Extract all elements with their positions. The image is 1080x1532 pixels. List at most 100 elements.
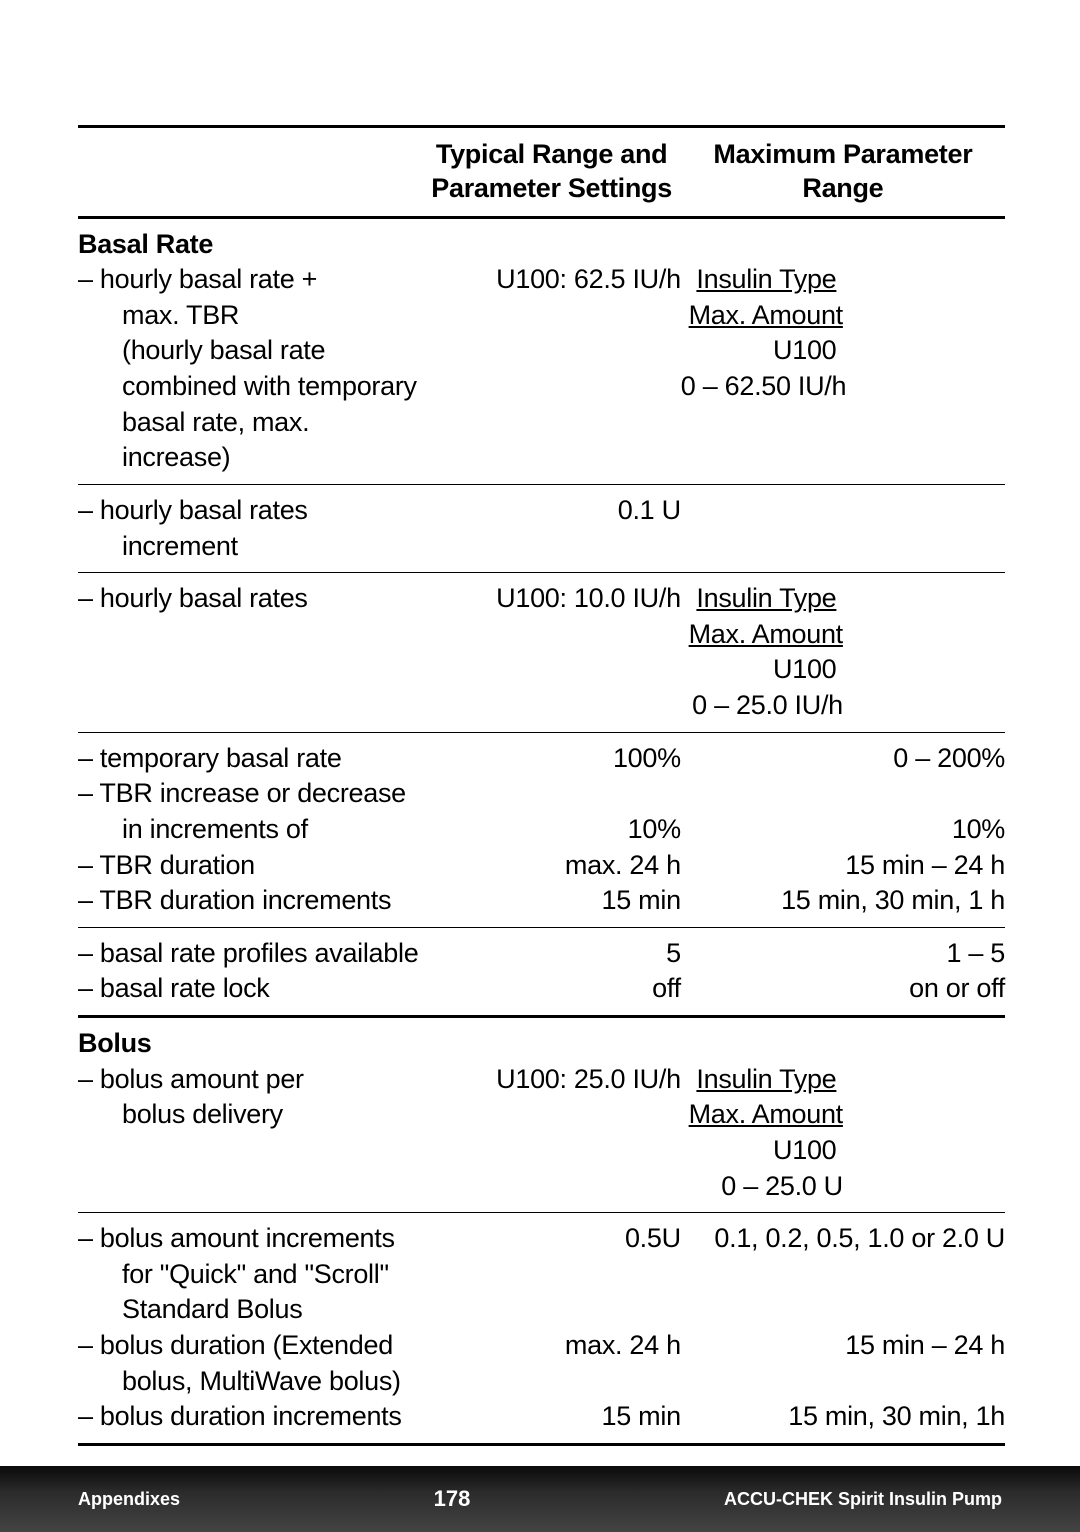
basal-r5-tbl: – basal rate profiles available – basal … xyxy=(78,928,1005,1015)
bolus-r2-p2: for "Quick" and "Scroll" xyxy=(78,1257,422,1293)
basal-r4-tbl: – temporary basal rate – TBR increase or… xyxy=(78,733,1005,927)
basal-r1-typ-val: U100: 62.5 IU/h xyxy=(496,264,681,294)
basal-r5-t2: off xyxy=(652,973,681,1003)
spec-table: Typical Range and Parameter Settings Max… xyxy=(78,128,1005,216)
basal-r4-m3: 10% xyxy=(681,812,1005,848)
bolus-r2-max: 0.1, 0.2, 0.5, 1.0 or 2.0 U 15 min – 24 … xyxy=(681,1213,1005,1443)
basal-r1-p1: – hourly basal rate + xyxy=(78,264,317,294)
basal-r1-p4: combined with temporary xyxy=(78,369,422,405)
bolus-r2-p5: bolus, MultiWave bolus) xyxy=(78,1364,422,1400)
bolus-r1-param: Bolus – bolus amount per bolus delivery xyxy=(78,1018,422,1212)
basal-r4-p5: – TBR duration increments xyxy=(78,885,391,915)
bolus-r1-mvr: 0 – 25.0 U xyxy=(681,1169,843,1205)
bolus-r1-max: Insulin Type Max. Amount U100 0 – 25.0 U xyxy=(681,1018,1005,1212)
basal-r5-max: 1 – 5 on or off xyxy=(681,928,1005,1015)
bolus-r1-typ: U100: 25.0 IU/h xyxy=(422,1018,680,1212)
bolus-r1-mvl: U100 xyxy=(681,1133,837,1169)
bolus-r1: Bolus – bolus amount per bolus delivery … xyxy=(78,1018,1005,1212)
bolus-r2-param: – bolus amount increments for "Quick" an… xyxy=(78,1213,422,1443)
basal-r1-mvr: 0 – 62.50 IU/h xyxy=(681,369,843,405)
basal-r3-typ: U100: 10.0 IU/h xyxy=(422,573,680,732)
basal-r4-p2: – TBR increase or decrease xyxy=(78,778,406,808)
bolus-r2-t1: 0.5U xyxy=(625,1223,681,1253)
basal-r3-mvr: 0 – 25.0 IU/h xyxy=(681,688,843,724)
basal-r1-mlr: Max. Amount xyxy=(681,298,843,334)
basal-r5-typ: 5 off xyxy=(422,928,680,1015)
basal-r1-mvl: U100 xyxy=(681,333,837,369)
bolus-r1-p1: – bolus amount per xyxy=(78,1064,304,1094)
basal-r3-mlr: Max. Amount xyxy=(681,617,843,653)
header-max-l2: Range xyxy=(802,173,883,203)
page-content: Typical Range and Parameter Settings Max… xyxy=(0,0,1080,1446)
header-typical: Typical Range and Parameter Settings xyxy=(422,128,680,216)
bolus-r1-typ-val: U100: 25.0 IU/h xyxy=(496,1064,681,1094)
header-typical-l1: Typical Range and xyxy=(436,139,667,169)
basal-r3-max: Insulin Type Max. Amount U100 0 – 25.0 I… xyxy=(681,573,1005,732)
footer-right: ACCU-CHEK Spirit Insulin Pump xyxy=(724,1489,1002,1510)
bolus-r2-m4: 15 min – 24 h xyxy=(681,1328,1005,1364)
bolus-r2-p1: – bolus amount increments xyxy=(78,1223,395,1253)
bolus-r2-p4: – bolus duration (Extended xyxy=(78,1330,393,1360)
basal-r2-max xyxy=(681,485,1005,572)
basal-r5-p1: – basal rate profiles available xyxy=(78,938,418,968)
bolus-r1-p2: bolus delivery xyxy=(78,1097,422,1133)
header-typical-l2: Parameter Settings xyxy=(431,173,672,203)
basal-r3-tbl: – hourly basal rates U100: 10.0 IU/h Ins… xyxy=(78,573,1005,732)
basal-r4-max: 0 – 200% 10% 15 min – 24 h 15 min, 30 mi… xyxy=(681,733,1005,927)
bolus-r2-typ: 0.5U max. 24 h 15 min xyxy=(422,1213,680,1443)
basal-r1-typ: U100: 62.5 IU/h xyxy=(422,219,680,484)
basal-r3-mll: Insulin Type xyxy=(681,581,837,617)
basal-r4-param: – temporary basal rate – TBR increase or… xyxy=(78,733,422,927)
basal-r2-tbl: – hourly basal rates increment 0.1 U xyxy=(78,485,1005,572)
basal-r4-t5: 15 min xyxy=(602,885,681,915)
basal-r2-typ: 0.1 U xyxy=(422,485,680,572)
bolus-r2-m6: 15 min, 30 min, 1h xyxy=(681,1399,1005,1435)
basal-r1-param: Basal Rate – hourly basal rate + max. TB… xyxy=(78,219,422,484)
basal-r3-p1: – hourly basal rates xyxy=(78,583,308,613)
basal-r4-p1: – temporary basal rate xyxy=(78,743,342,773)
basal-r2-p1: – hourly basal rates xyxy=(78,495,308,525)
basal-r3-mvl: U100 xyxy=(681,652,837,688)
header-max: Maximum Parameter Range xyxy=(681,128,1005,216)
bolus-r2-p3: Standard Bolus xyxy=(78,1292,422,1328)
basal-r4-m5: 15 min, 30 min, 1 h xyxy=(681,883,1005,919)
page-footer: Appendixes 178 ACCU-CHEK Spirit Insulin … xyxy=(0,1466,1080,1532)
bolus-r2-m1: 0.1, 0.2, 0.5, 1.0 or 2.0 U xyxy=(681,1221,1005,1257)
basal-r4-t4: max. 24 h xyxy=(565,850,681,880)
basal-r5: – basal rate profiles available – basal … xyxy=(78,928,1005,1015)
basal-r4-p3: in increments of xyxy=(78,812,422,848)
rule-bottom xyxy=(78,1443,1005,1446)
basal-r4-t1: 100% xyxy=(613,743,681,773)
basal-section: Basal Rate – hourly basal rate + max. TB… xyxy=(78,219,1005,484)
basal-r5-t1: 5 xyxy=(666,938,681,968)
bolus-title: Bolus xyxy=(78,1028,152,1058)
basal-r4-t3: 10% xyxy=(628,814,681,844)
basal-r1-mll: Insulin Type xyxy=(681,262,837,298)
basal-r5-param: – basal rate profiles available – basal … xyxy=(78,928,422,1015)
basal-r1: Basal Rate – hourly basal rate + max. TB… xyxy=(78,219,1005,484)
bolus-r1-tbl: Bolus – bolus amount per bolus delivery … xyxy=(78,1018,1005,1212)
footer-page-number: 178 xyxy=(434,1486,471,1512)
basal-r3: – hourly basal rates U100: 10.0 IU/h Ins… xyxy=(78,573,1005,732)
basal-r4: – temporary basal rate – TBR increase or… xyxy=(78,733,1005,927)
bolus-r2-tbl: – bolus amount increments for "Quick" an… xyxy=(78,1213,1005,1443)
basal-r4-m1: 0 – 200% xyxy=(681,741,1005,777)
basal-r5-p2: – basal rate lock xyxy=(78,973,270,1003)
header-param-empty xyxy=(78,128,422,216)
basal-r3-param: – hourly basal rates xyxy=(78,573,422,732)
basal-r2-param: – hourly basal rates increment xyxy=(78,485,422,572)
basal-r2-typ-val: 0.1 U xyxy=(618,495,681,525)
basal-r4-typ: 100% 10% max. 24 h 15 min xyxy=(422,733,680,927)
bolus-r2-p6: – bolus duration increments xyxy=(78,1401,402,1431)
basal-r2-p2: increment xyxy=(78,529,422,565)
basal-title: Basal Rate xyxy=(78,229,213,259)
basal-r2: – hourly basal rates increment 0.1 U xyxy=(78,485,1005,572)
bolus-r2-t6: 15 min xyxy=(602,1401,681,1431)
basal-r1-p5: basal rate, max. increase) xyxy=(78,405,422,476)
basal-r1-p3: (hourly basal rate xyxy=(78,333,422,369)
table-header-row: Typical Range and Parameter Settings Max… xyxy=(78,128,1005,216)
basal-r4-p4: – TBR duration xyxy=(78,850,255,880)
bolus-r2-t4: max. 24 h xyxy=(565,1330,681,1360)
basal-r1-max: Insulin Type Max. Amount U100 0 – 62.50 … xyxy=(681,219,1005,484)
bolus-r1-mll: Insulin Type xyxy=(681,1062,837,1098)
